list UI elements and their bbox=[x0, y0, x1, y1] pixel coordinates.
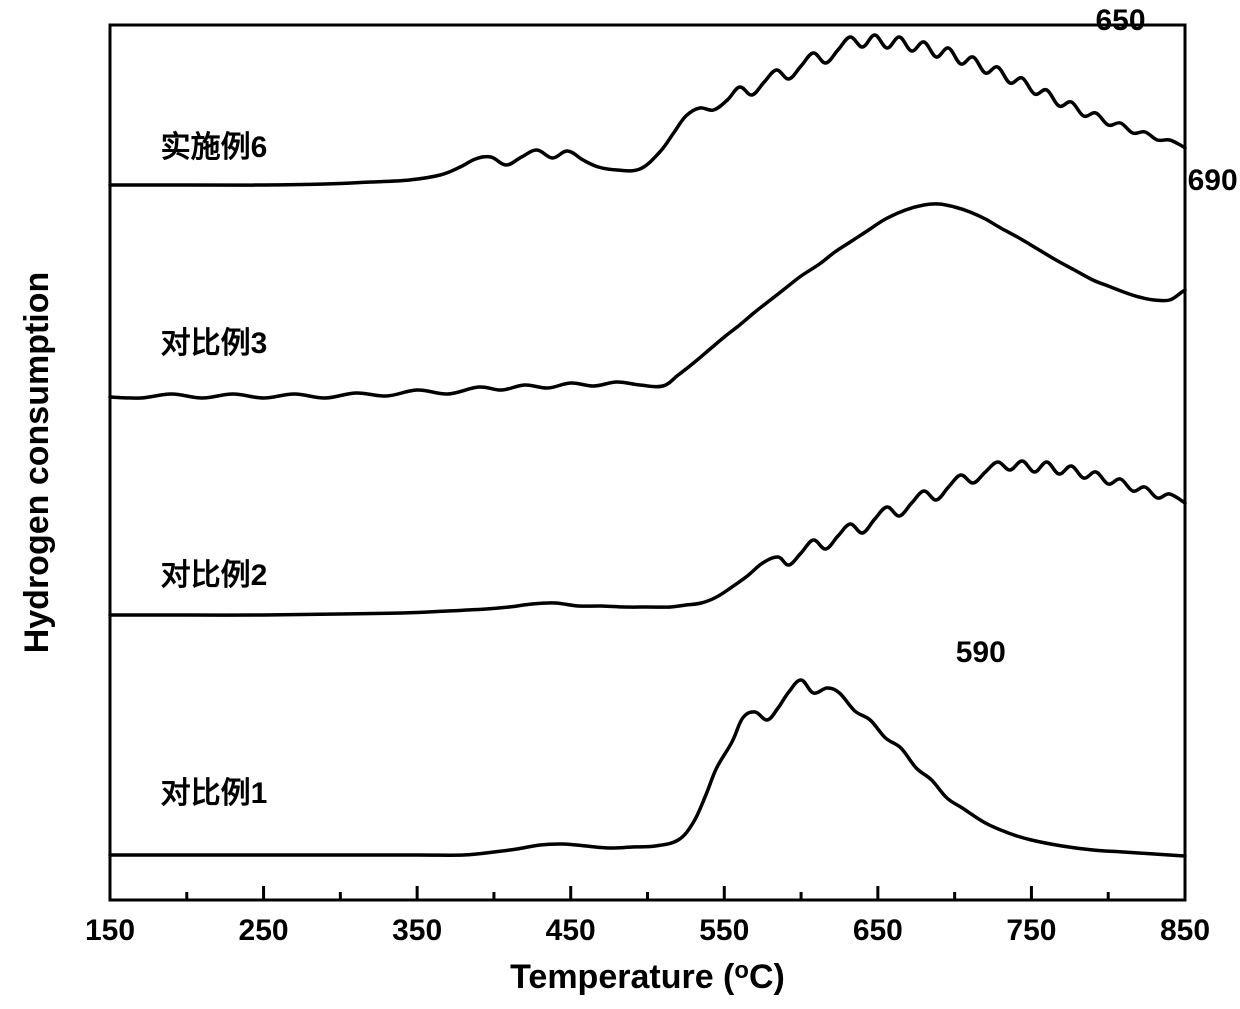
peak-label-实施例6: 650 bbox=[1095, 4, 1145, 37]
peak-label-对比例1: 590 bbox=[956, 636, 1006, 669]
x-tick-label: 550 bbox=[699, 914, 749, 947]
series-label-对比例2: 对比例2 bbox=[161, 559, 268, 592]
series-label-对比例3: 对比例3 bbox=[161, 327, 268, 360]
y-axis-label: Hydrogen consumption bbox=[18, 272, 56, 654]
x-tick-label: 750 bbox=[1006, 914, 1056, 947]
chart-svg: 150 250 350 450 550 650 750 850 Temperature (oC)… bbox=[0, 0, 1240, 1009]
series-curve-对比例1 bbox=[110, 680, 1185, 856]
x-tick-label: 350 bbox=[392, 914, 442, 947]
series-curve-对比例3 bbox=[110, 204, 1185, 398]
series-label-对比例1: 对比例1 bbox=[161, 777, 268, 810]
x-tick-label: 250 bbox=[239, 914, 289, 947]
x-tick-label: 850 bbox=[1160, 914, 1210, 947]
x-tick-label: 450 bbox=[546, 914, 596, 947]
series-curve-对比例2 bbox=[110, 461, 1185, 615]
x-axis-label: Temperature (oC) bbox=[510, 957, 785, 996]
peak-label-对比例3: 690 bbox=[1188, 164, 1238, 197]
tpr-chart: 150 250 350 450 550 650 750 850 Temperature (oC)… bbox=[0, 0, 1240, 1009]
series-label-实施例6: 实施例6 bbox=[161, 130, 268, 164]
x-tick-label: 150 bbox=[85, 914, 135, 947]
series-curve-实施例6 bbox=[110, 35, 1185, 185]
x-tick-label: 650 bbox=[853, 914, 903, 947]
